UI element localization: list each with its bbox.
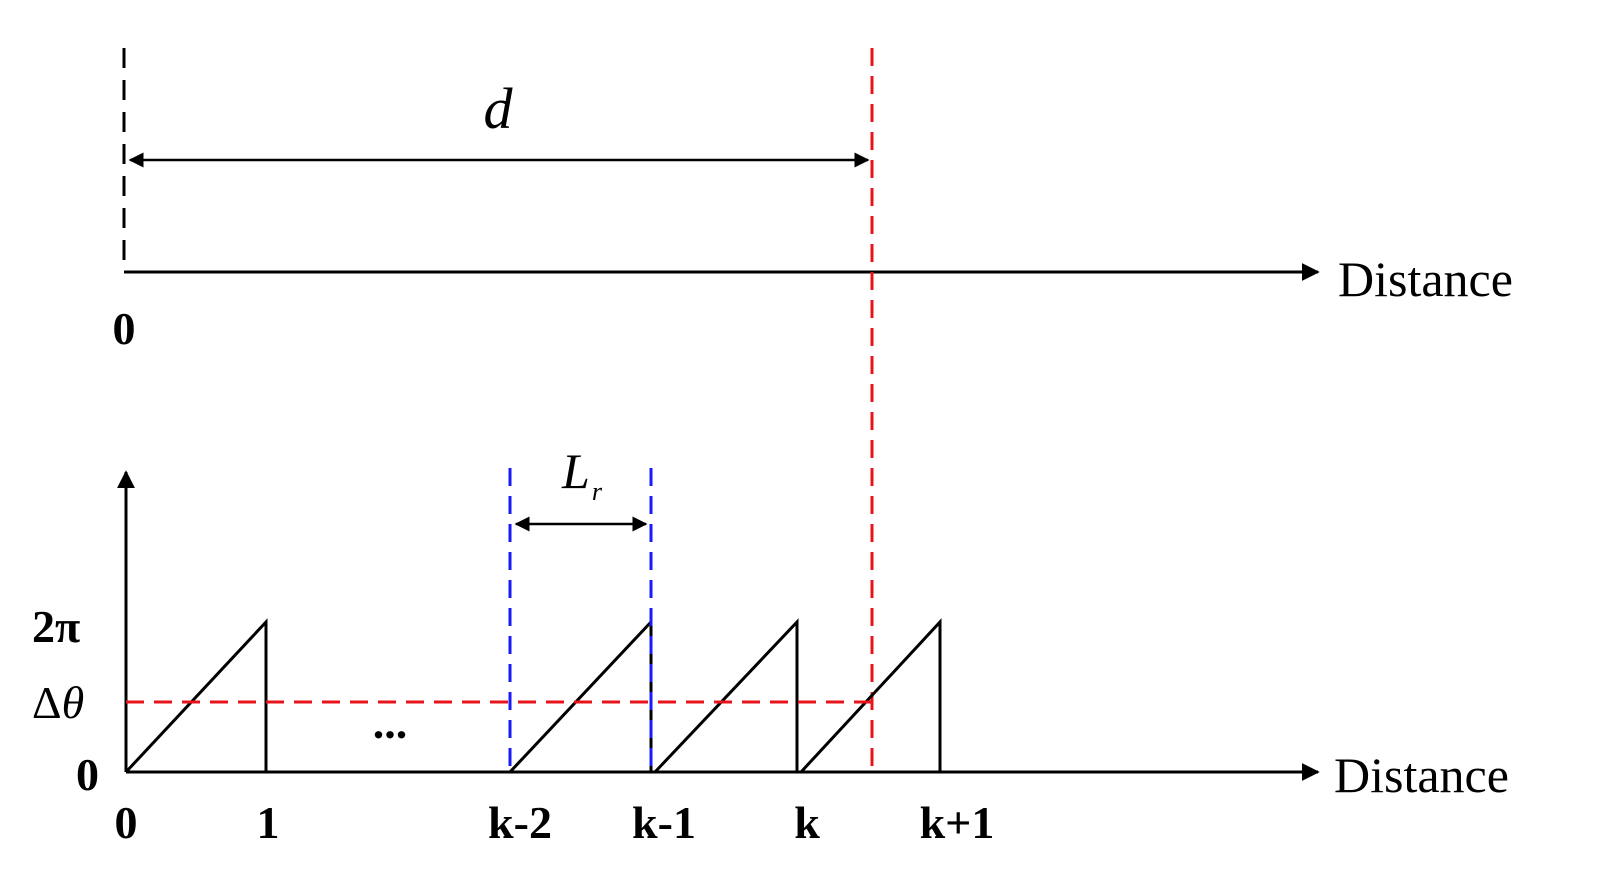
distance-d-label: d — [484, 76, 514, 141]
ellipsis: ... — [373, 697, 408, 748]
x-tick-label: 1 — [257, 797, 280, 848]
y-tick-two-pi: 2π — [32, 601, 80, 652]
top-origin-label: 0 — [113, 303, 136, 354]
x-tick-label: k-2 — [488, 797, 552, 848]
y-tick-delta-theta: Δθ — [32, 677, 84, 728]
sawtooth-period-0 — [124, 618, 268, 774]
x-tick-label: 0 — [115, 797, 138, 848]
sawtooth-period-k-2 — [508, 618, 653, 774]
period-length-label: Lr — [561, 443, 603, 506]
sawtooth-period-k-1 — [653, 618, 799, 774]
x-tick-label: k — [794, 797, 820, 848]
x-tick-label: k+1 — [920, 797, 995, 848]
sawtooth-period-k — [799, 618, 942, 774]
top-axis-label: Distance — [1338, 251, 1513, 307]
bottom-axis-label: Distance — [1334, 747, 1509, 803]
x-tick-label: k-1 — [632, 797, 696, 848]
y-tick-zero: 0 — [76, 749, 99, 800]
